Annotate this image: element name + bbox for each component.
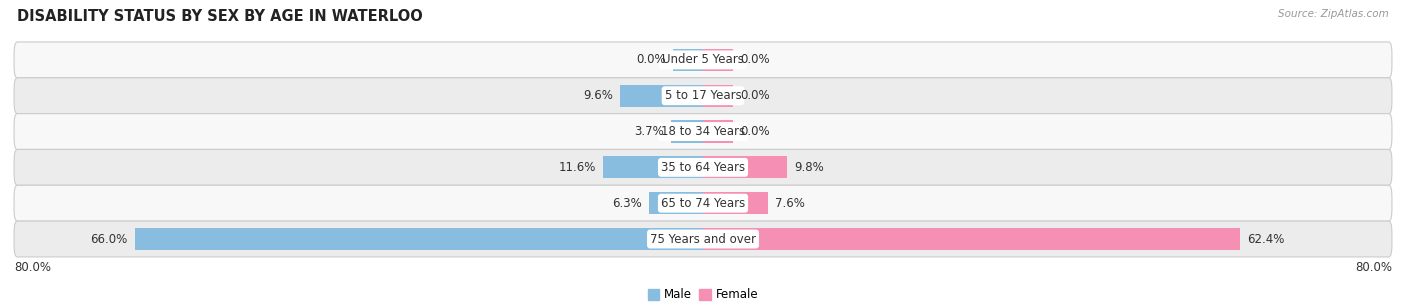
Bar — [673, 49, 703, 71]
FancyBboxPatch shape — [14, 221, 1392, 257]
Text: 0.0%: 0.0% — [637, 53, 666, 66]
FancyBboxPatch shape — [14, 149, 1392, 185]
Bar — [603, 156, 703, 178]
Text: 0.0%: 0.0% — [740, 125, 769, 138]
Text: 9.8%: 9.8% — [794, 161, 824, 174]
Text: 5 to 17 Years: 5 to 17 Years — [665, 89, 741, 102]
Text: 7.6%: 7.6% — [775, 197, 806, 210]
Bar — [135, 228, 703, 250]
Bar — [703, 156, 787, 178]
Text: 0.0%: 0.0% — [740, 89, 769, 102]
Text: DISABILITY STATUS BY SEX BY AGE IN WATERLOO: DISABILITY STATUS BY SEX BY AGE IN WATER… — [17, 9, 423, 24]
FancyBboxPatch shape — [14, 185, 1392, 221]
Text: 11.6%: 11.6% — [558, 161, 596, 174]
Text: Under 5 Years: Under 5 Years — [662, 53, 744, 66]
Bar — [620, 84, 703, 107]
Text: 0.0%: 0.0% — [740, 53, 769, 66]
Text: 80.0%: 80.0% — [14, 261, 51, 274]
Bar — [703, 192, 769, 214]
FancyBboxPatch shape — [14, 42, 1392, 78]
FancyBboxPatch shape — [14, 78, 1392, 114]
Bar — [703, 228, 1240, 250]
Text: 35 to 64 Years: 35 to 64 Years — [661, 161, 745, 174]
Text: 9.6%: 9.6% — [583, 89, 613, 102]
Bar — [703, 84, 733, 107]
Text: 75 Years and over: 75 Years and over — [650, 232, 756, 246]
Bar — [703, 120, 733, 143]
Legend: Male, Female: Male, Female — [643, 284, 763, 305]
Text: 66.0%: 66.0% — [90, 232, 128, 246]
Bar — [648, 192, 703, 214]
FancyBboxPatch shape — [14, 114, 1392, 149]
Bar — [671, 120, 703, 143]
Text: 62.4%: 62.4% — [1247, 232, 1285, 246]
Text: 80.0%: 80.0% — [1355, 261, 1392, 274]
Text: 18 to 34 Years: 18 to 34 Years — [661, 125, 745, 138]
Text: 3.7%: 3.7% — [634, 125, 664, 138]
Text: 6.3%: 6.3% — [612, 197, 643, 210]
Bar — [703, 49, 733, 71]
Text: Source: ZipAtlas.com: Source: ZipAtlas.com — [1278, 9, 1389, 19]
Text: 65 to 74 Years: 65 to 74 Years — [661, 197, 745, 210]
